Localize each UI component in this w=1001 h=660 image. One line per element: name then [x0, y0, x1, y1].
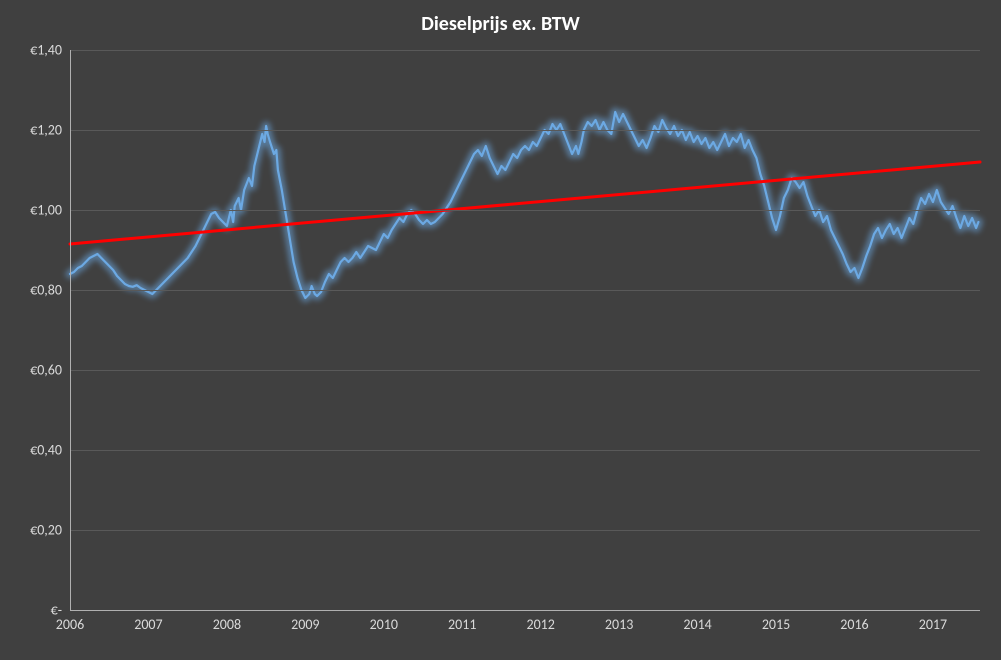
y-tick-label: €0,40 — [30, 442, 70, 459]
gridline-y — [70, 530, 980, 531]
x-tick-label: 2011 — [448, 610, 476, 633]
x-tick-label: 2010 — [370, 610, 398, 633]
y-tick-label: €1,00 — [30, 202, 70, 219]
y-tick-label: €1,20 — [30, 122, 70, 139]
plot-area: €-€0,20€0,40€0,60€0,80€1,00€1,20€1,40200… — [70, 50, 980, 610]
x-tick-label: 2013 — [605, 610, 633, 633]
chart-lines — [70, 50, 980, 610]
gridline-y — [70, 210, 980, 211]
x-tick-label: 2007 — [134, 610, 162, 633]
gridline-y — [70, 290, 980, 291]
x-tick-label: 2006 — [56, 610, 84, 633]
y-tick-label: €0,60 — [30, 362, 70, 379]
trend-line — [70, 162, 980, 244]
y-tick-label: €0,20 — [30, 522, 70, 539]
price-series-glow — [70, 112, 978, 298]
x-tick-label: 2015 — [762, 610, 790, 633]
gridline-y — [70, 50, 980, 51]
gridline-y — [70, 370, 980, 371]
chart-title: Dieselprijs ex. BTW — [0, 12, 1001, 36]
y-tick-label: €1,40 — [30, 42, 70, 59]
x-tick-label: 2009 — [291, 610, 319, 633]
price-series-line — [70, 112, 978, 298]
gridline-y — [70, 130, 980, 131]
x-tick-label: 2016 — [840, 610, 868, 633]
gridline-y — [70, 450, 980, 451]
y-tick-label: €0,80 — [30, 282, 70, 299]
x-tick-label: 2008 — [213, 610, 241, 633]
x-tick-label: 2014 — [683, 610, 711, 633]
diesel-price-chart: Dieselprijs ex. BTW €-€0,20€0,40€0,60€0,… — [0, 0, 1001, 660]
x-tick-label: 2017 — [919, 610, 947, 633]
x-tick-label: 2012 — [526, 610, 554, 633]
y-axis-line — [70, 50, 71, 610]
